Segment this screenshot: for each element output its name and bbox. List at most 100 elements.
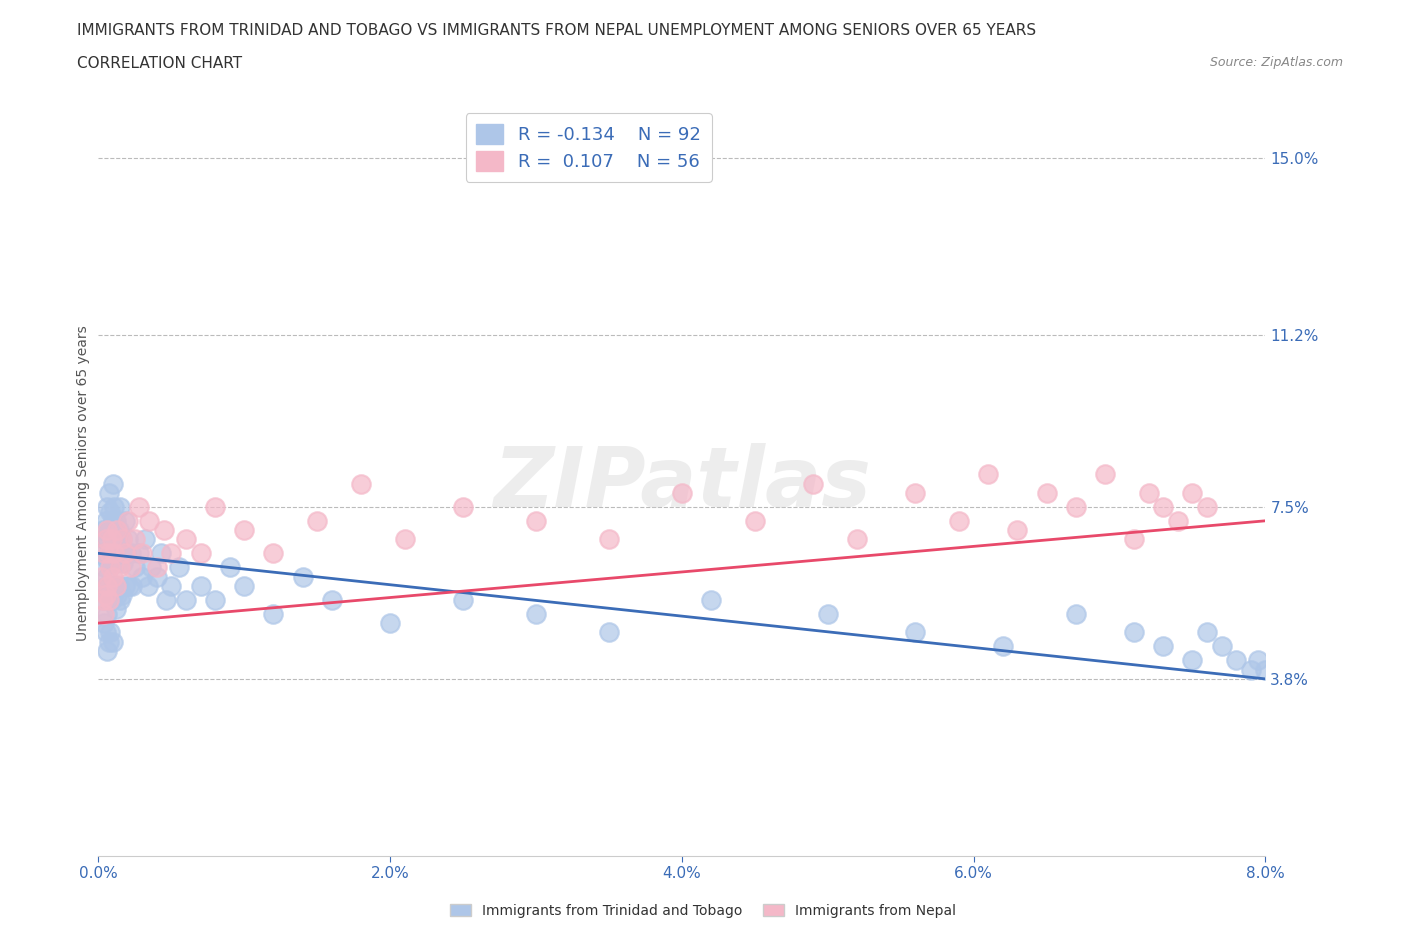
Point [1123,532,1146,547]
Point [136,578,159,593]
Point [97,634,120,649]
Point [524,513,547,528]
Point [150,546,173,561]
Point [1254,662,1277,677]
Point [98,504,121,519]
Point [98,541,121,556]
Point [1197,625,1219,640]
Point [115,546,138,561]
Point [160,578,183,593]
Point [139,560,162,575]
Point [105,532,128,547]
Point [218,560,240,575]
Point [101,588,124,603]
Point [111,588,134,603]
Point [307,513,329,528]
Point [120,546,142,561]
Point [108,578,131,593]
Point [101,513,124,528]
Point [1152,499,1174,514]
Point [598,625,620,640]
Point [948,513,970,528]
Point [124,560,146,575]
Point [155,592,177,607]
Point [233,523,256,538]
Point [700,592,723,607]
Point [321,592,343,607]
Point [1152,639,1174,654]
Point [104,602,127,617]
Point [233,578,256,593]
Point [101,476,124,491]
Point [174,532,197,547]
Point [904,485,927,500]
Point [96,499,118,514]
Point [110,560,132,575]
Point [94,625,117,640]
Point [105,523,128,538]
Y-axis label: Unemployment Among Seniors over 65 years: Unemployment Among Seniors over 65 years [76,326,90,642]
Point [671,485,693,500]
Point [146,569,169,584]
Point [598,532,620,547]
Point [103,537,125,551]
Point [128,499,150,514]
Point [104,513,127,528]
Point [134,532,156,547]
Point [977,467,1000,482]
Point [131,546,153,561]
Point [90,569,112,584]
Point [1064,499,1087,514]
Point [117,532,139,547]
Point [128,546,150,561]
Point [96,644,118,658]
Point [100,532,122,547]
Point [98,578,121,593]
Point [1225,653,1247,668]
Point [991,639,1014,654]
Point [1137,485,1160,500]
Point [114,513,136,528]
Point [91,523,114,538]
Point [94,532,117,547]
Point [817,606,839,621]
Point [190,546,212,561]
Point [94,588,117,603]
Point [394,532,416,547]
Point [801,476,824,491]
Point [90,546,112,561]
Point [120,560,142,575]
Point [291,569,314,584]
Point [100,592,122,607]
Point [1197,499,1219,514]
Point [101,634,124,649]
Point [114,578,136,593]
Point [93,532,115,547]
Point [112,555,135,570]
Point [160,546,183,561]
Point [121,578,143,593]
Point [117,513,139,528]
Point [110,499,132,514]
Point [744,513,766,528]
Point [118,578,141,593]
Point [451,499,474,514]
Point [98,625,121,640]
Point [1064,606,1087,621]
Point [1240,662,1263,677]
Point [105,588,128,603]
Point [146,560,169,575]
Point [111,532,134,547]
Point [101,569,124,584]
Point [451,592,474,607]
Point [98,560,121,575]
Point [91,592,114,607]
Point [138,513,160,528]
Point [96,569,118,584]
Point [97,523,120,538]
Point [96,578,118,593]
Point [124,532,146,547]
Point [108,523,131,538]
Text: Source: ZipAtlas.com: Source: ZipAtlas.com [1209,56,1343,69]
Point [97,546,120,561]
